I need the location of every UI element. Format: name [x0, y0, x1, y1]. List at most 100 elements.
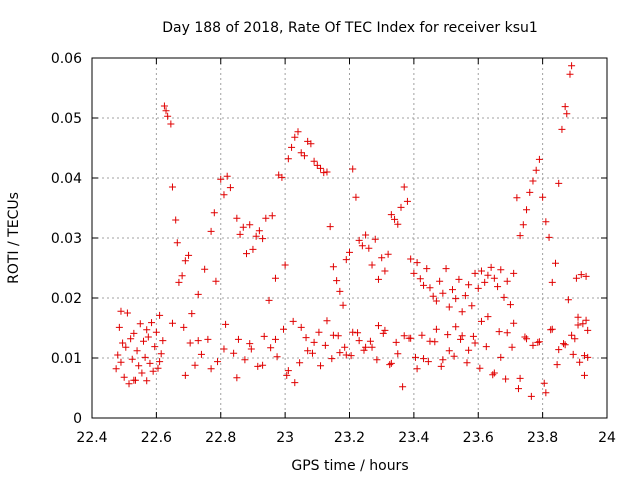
data-point	[207, 227, 215, 235]
data-point	[117, 307, 125, 315]
data-point	[366, 337, 374, 345]
data-point	[278, 173, 286, 181]
data-point	[140, 337, 147, 345]
data-point	[349, 165, 357, 173]
data-point	[329, 331, 337, 339]
data-point	[267, 344, 275, 352]
data-point	[431, 338, 439, 346]
data-point	[535, 155, 543, 163]
data-point	[297, 149, 305, 157]
data-point	[420, 281, 428, 289]
data-point	[397, 203, 405, 211]
data-point	[387, 359, 395, 367]
data-point	[542, 389, 550, 397]
data-point	[362, 231, 370, 239]
data-point	[136, 320, 144, 328]
data-point	[436, 277, 444, 285]
data-point	[426, 284, 434, 292]
data-point	[445, 303, 453, 311]
data-point	[130, 329, 138, 337]
data-point	[582, 316, 590, 324]
data-point	[445, 347, 453, 355]
data-point	[444, 331, 452, 339]
data-point	[423, 265, 431, 273]
data-point	[516, 374, 524, 382]
data-point	[500, 293, 508, 301]
data-point	[514, 385, 522, 393]
data-point	[497, 266, 505, 274]
data-point	[342, 351, 350, 359]
data-point	[519, 221, 527, 229]
data-point	[172, 216, 180, 224]
data-point	[561, 103, 569, 111]
data-point	[152, 328, 160, 336]
data-point	[317, 164, 325, 172]
y-tick-label: 0.04	[51, 171, 82, 187]
data-point	[156, 358, 164, 366]
data-point	[334, 332, 342, 340]
data-point	[249, 245, 257, 253]
data-point	[246, 221, 254, 229]
data-point	[424, 358, 432, 366]
data-point	[403, 197, 411, 205]
data-point	[181, 371, 189, 379]
data-point	[452, 295, 460, 303]
x-tick-label: 22.6	[141, 430, 172, 446]
data-point	[481, 278, 489, 286]
data-point	[259, 361, 267, 369]
data-point	[560, 340, 568, 348]
data-point	[391, 215, 399, 223]
data-point	[468, 302, 476, 310]
data-point	[241, 356, 249, 364]
y-tick-label: 0.02	[51, 291, 82, 307]
data-point	[323, 317, 331, 325]
y-tick-label: 0.05	[51, 111, 82, 127]
data-point	[529, 341, 537, 349]
data-point	[513, 194, 521, 202]
data-point	[157, 350, 165, 358]
data-point	[548, 278, 556, 286]
data-point	[133, 347, 141, 355]
data-point	[160, 102, 168, 110]
data-point	[410, 269, 418, 277]
data-point	[576, 358, 584, 366]
data-point	[532, 166, 540, 174]
data-point	[358, 242, 366, 250]
data-point	[407, 334, 415, 342]
data-point	[143, 377, 151, 385]
data-point	[194, 337, 202, 345]
data-point	[284, 155, 292, 163]
data-point	[521, 333, 529, 341]
data-point	[115, 323, 123, 331]
data-point	[354, 329, 362, 337]
data-point	[207, 365, 215, 373]
x-tick-label: 23.8	[527, 430, 558, 446]
data-point	[561, 341, 569, 349]
data-point	[304, 347, 312, 355]
data-point	[386, 361, 394, 369]
data-point	[173, 239, 181, 247]
data-point	[148, 319, 156, 327]
data-point	[120, 373, 128, 381]
data-point	[119, 339, 127, 347]
data-point	[239, 223, 247, 231]
data-point	[349, 328, 357, 336]
data-point	[400, 183, 408, 191]
data-point	[167, 120, 175, 128]
data-point	[130, 376, 138, 384]
data-point	[296, 359, 304, 367]
data-point	[346, 248, 353, 256]
data-point	[394, 350, 402, 358]
data-point	[297, 323, 305, 331]
data-point	[284, 367, 292, 375]
data-point	[413, 259, 421, 267]
data-point	[336, 349, 344, 357]
data-point	[328, 355, 336, 363]
data-point	[164, 112, 172, 120]
data-point	[495, 328, 503, 336]
data-points	[112, 62, 592, 400]
data-point	[461, 292, 469, 300]
data-point	[584, 353, 592, 361]
data-point	[220, 191, 228, 199]
data-point	[320, 169, 328, 177]
